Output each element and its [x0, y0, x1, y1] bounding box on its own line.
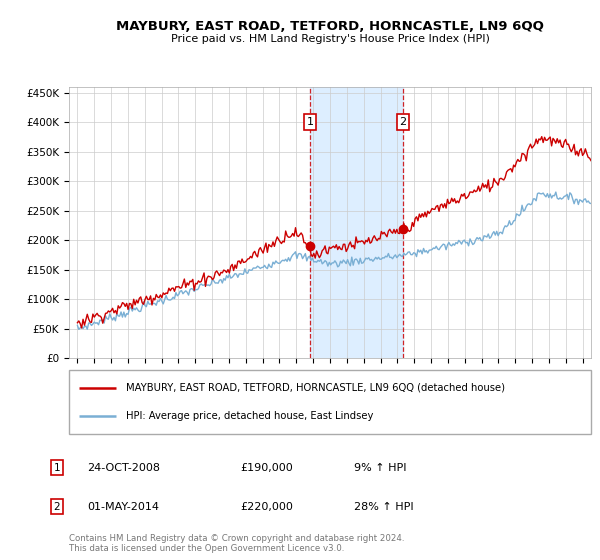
FancyBboxPatch shape — [69, 370, 591, 434]
Text: £190,000: £190,000 — [240, 463, 293, 473]
Text: 2: 2 — [53, 502, 61, 512]
Text: 2: 2 — [400, 117, 406, 127]
Text: MAYBURY, EAST ROAD, TETFORD, HORNCASTLE, LN9 6QQ (detached house): MAYBURY, EAST ROAD, TETFORD, HORNCASTLE,… — [127, 382, 505, 393]
Text: 1: 1 — [307, 117, 314, 127]
Text: Contains HM Land Registry data © Crown copyright and database right 2024.
This d: Contains HM Land Registry data © Crown c… — [69, 534, 404, 553]
Text: 1: 1 — [53, 463, 61, 473]
Text: MAYBURY, EAST ROAD, TETFORD, HORNCASTLE, LN9 6QQ: MAYBURY, EAST ROAD, TETFORD, HORNCASTLE,… — [116, 20, 544, 32]
Text: 01-MAY-2014: 01-MAY-2014 — [87, 502, 159, 512]
Text: 9% ↑ HPI: 9% ↑ HPI — [354, 463, 407, 473]
Text: £220,000: £220,000 — [240, 502, 293, 512]
Text: Price paid vs. HM Land Registry's House Price Index (HPI): Price paid vs. HM Land Registry's House … — [170, 34, 490, 44]
Text: HPI: Average price, detached house, East Lindsey: HPI: Average price, detached house, East… — [127, 411, 374, 421]
Text: 24-OCT-2008: 24-OCT-2008 — [87, 463, 160, 473]
Text: 28% ↑ HPI: 28% ↑ HPI — [354, 502, 413, 512]
Bar — [310, 87, 403, 358]
